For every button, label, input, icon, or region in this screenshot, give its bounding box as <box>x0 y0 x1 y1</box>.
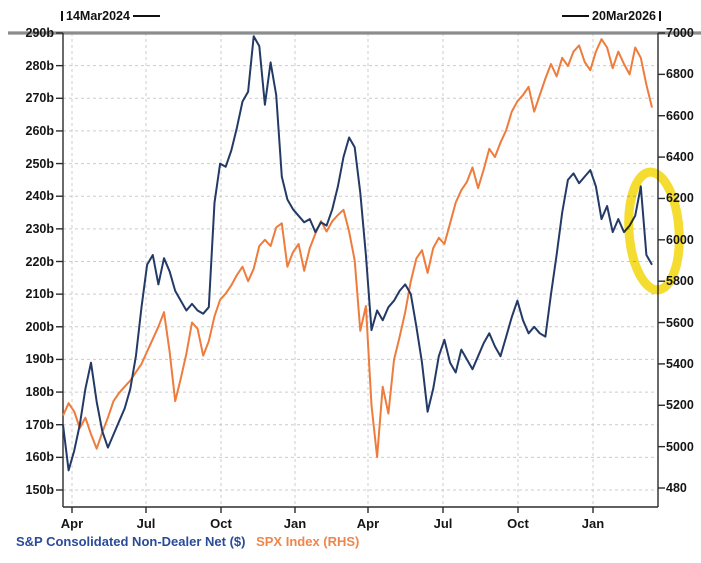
right-axis-tick-label: 6200 <box>666 191 694 206</box>
right-axis-tick-label: 5800 <box>666 274 694 289</box>
x-axis-tick-label: Jan <box>283 516 307 531</box>
left-axis-tick-label: 280b <box>25 58 55 73</box>
range-start-tick-icon <box>61 11 63 21</box>
left-axis-tick-label: 160b <box>25 450 55 465</box>
x-axis-tick-label: Jul <box>136 516 156 531</box>
left-axis-tick-label: 190b <box>25 352 55 367</box>
legend-series2-label: SPX Index (RHS) <box>256 534 360 549</box>
range-end-label: 20Mar2026 <box>592 9 656 23</box>
left-axis-tick-label: 230b <box>25 221 55 236</box>
left-axis-tick-label: 220b <box>25 254 55 269</box>
left-axis-tick-label: 200b <box>25 319 55 334</box>
left-axis-tick-label: 170b <box>25 417 55 432</box>
range-start-label: 14Mar2024 <box>66 9 130 23</box>
date-range-start: 14Mar2024 <box>61 9 160 23</box>
x-axis-tick-label: Apr <box>356 516 380 531</box>
right-axis-tick-label: 6600 <box>666 108 694 123</box>
right-axis-tick-label: 6800 <box>666 67 694 82</box>
right-axis-tick-label: 5600 <box>666 315 694 330</box>
right-axis-tick-label: 480 <box>666 481 687 495</box>
left-axis-tick-label: 240b <box>25 189 55 204</box>
highlight-circle-annotation <box>624 167 684 295</box>
left-axis-tick-label: 180b <box>25 385 55 400</box>
left-axis-tick-label: 210b <box>25 287 55 302</box>
left-axis-tick-label: 290b <box>25 26 55 40</box>
left-axis-tick-label: 260b <box>25 123 55 138</box>
spx-index-line <box>62 38 653 458</box>
right-axis-tick-label: 6000 <box>666 232 694 247</box>
range-end-tick-icon <box>659 11 661 21</box>
x-axis-tick-label: Apr <box>60 516 84 531</box>
nondealer-net-line <box>62 35 653 472</box>
right-axis-tick-label: 7000 <box>666 26 694 40</box>
right-axis-tick-label: 5400 <box>666 356 694 371</box>
range-end-dash-icon <box>562 15 590 17</box>
right-axis-tick-label: 5200 <box>666 398 694 413</box>
right-axis-tick-label: 5000 <box>666 439 694 454</box>
date-range-end: 20Mar2026 <box>562 9 661 23</box>
left-axis-tick-label: 250b <box>25 156 55 171</box>
x-axis-tick-label: Jul <box>433 516 453 531</box>
chart-legend: S&P Consolidated Non-Dealer Net ($) SPX … <box>16 534 359 549</box>
left-axis-tick-label: 150b <box>25 483 55 497</box>
x-axis-tick-label: Jan <box>581 516 605 531</box>
left-axis-tick-label: 270b <box>25 91 55 106</box>
x-axis-tick-label: Oct <box>507 516 529 531</box>
right-axis-tick-label: 6400 <box>666 150 694 165</box>
legend-series1-label: S&P Consolidated Non-Dealer Net ($) <box>16 534 246 549</box>
range-start-dash-icon <box>132 15 160 17</box>
x-axis-tick-label: Oct <box>210 516 232 531</box>
